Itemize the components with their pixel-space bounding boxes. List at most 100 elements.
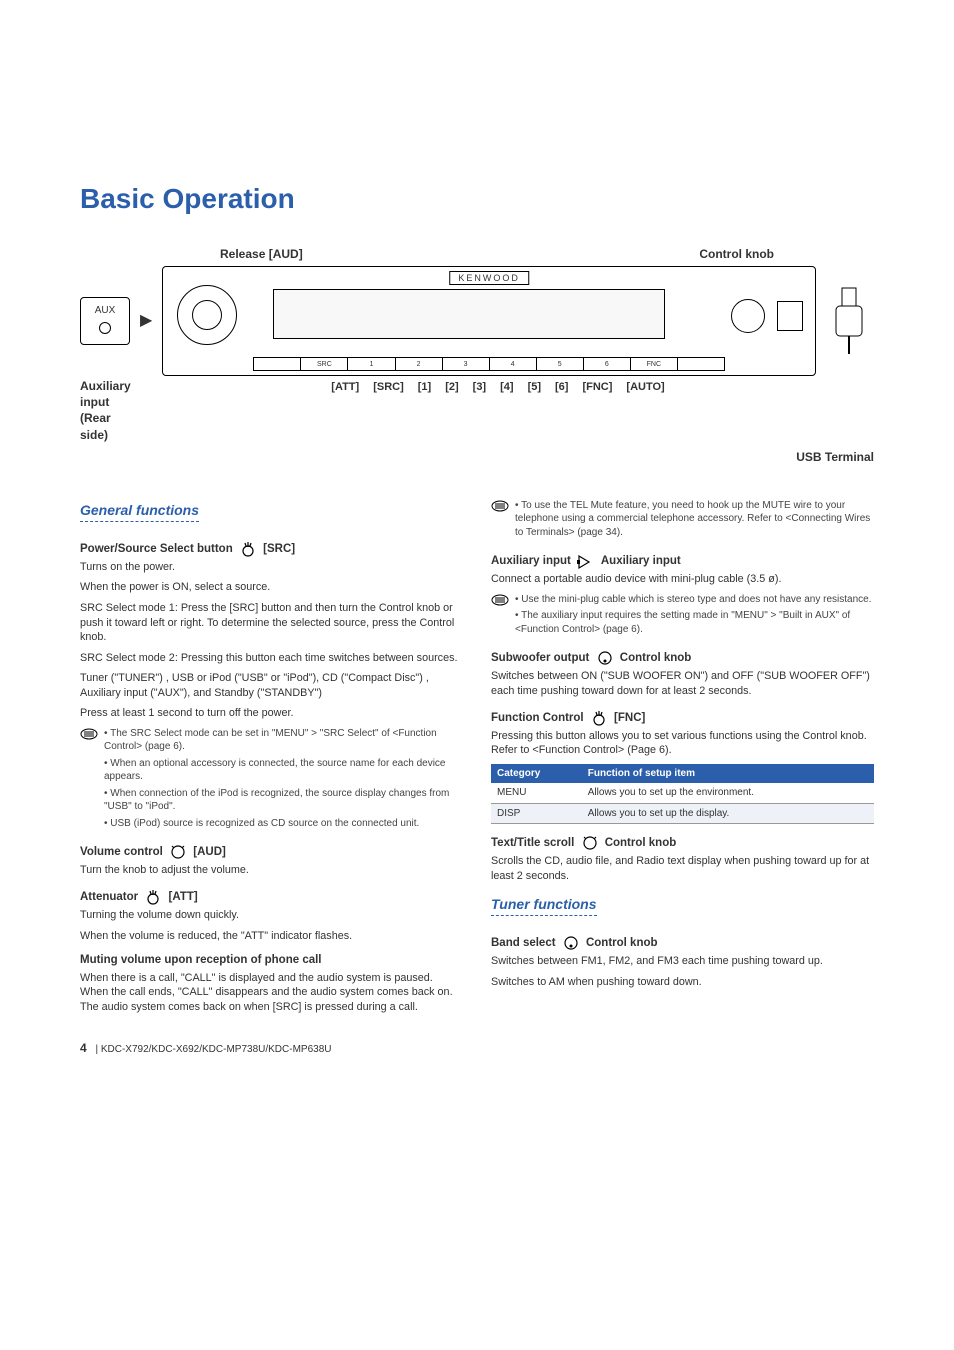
press-icon xyxy=(239,540,257,558)
unit-button: 6 xyxy=(583,357,630,371)
bottom-button-labels: [ATT] [SRC] [1] [2] [3] [4] [5] [6] [FNC] [AUTO] xyxy=(142,380,814,395)
unit-button: 1 xyxy=(347,357,394,371)
button-label: [SRC] xyxy=(373,380,404,395)
push-icon xyxy=(596,649,614,667)
left-column: General functions Power/Source Select bu… xyxy=(80,495,463,1020)
note-item: The auxiliary input requires the setting… xyxy=(515,609,874,636)
th-function: Function of setup item xyxy=(582,764,874,784)
footer: 4 | KDC-X792/KDC-X692/KDC-MP738U/KDC-MP6… xyxy=(80,1040,874,1057)
mute-heading: Muting volume upon reception of phone ca… xyxy=(80,953,463,969)
button-label: [5] xyxy=(528,380,541,395)
p: Switches between ON ("SUB WOOFER ON") an… xyxy=(491,669,874,698)
unit-button xyxy=(677,357,725,371)
p: Switches between FM1, FM2, and FM3 each … xyxy=(491,954,874,969)
button-label: [ATT] xyxy=(331,380,359,395)
setup-table: CategoryFunction of setup item MENUAllow… xyxy=(491,764,874,825)
unit-button: 3 xyxy=(442,357,489,371)
p: Turning the volume down quickly. xyxy=(80,908,463,923)
p: Connect a portable audio device with min… xyxy=(491,572,874,587)
button-label: [6] xyxy=(555,380,568,395)
aux-arrow-icon: ▶ xyxy=(140,310,152,332)
page-title: Basic Operation xyxy=(80,180,874,218)
brand-label: KENWOOD xyxy=(449,271,529,285)
unit-button: 2 xyxy=(395,357,442,371)
aux-input-heading: Auxiliary input Auxiliary input xyxy=(491,552,874,570)
button-label: [2] xyxy=(445,380,458,395)
push-icon xyxy=(562,934,580,952)
button-row: SRC123456FNC xyxy=(253,357,725,371)
device-illustration: Release [AUD] Control knob AUX ▶ KENWOOD… xyxy=(80,246,874,465)
section-general-functions: General functions xyxy=(80,501,199,522)
unit-button: 4 xyxy=(489,357,536,371)
note-icon xyxy=(491,593,509,640)
label-release: Release [AUD] xyxy=(220,246,303,262)
power-source-heading: Power/Source Select button [SRC] xyxy=(80,540,463,558)
table-row: MENUAllows you to set up the environment… xyxy=(491,783,874,803)
aux-box: AUX xyxy=(80,297,130,345)
turn-icon xyxy=(581,834,599,852)
p: When the volume is reduced, the "ATT" in… xyxy=(80,929,463,944)
attenuator-heading: Attenuator [ATT] xyxy=(80,888,463,906)
press-icon xyxy=(590,709,608,727)
control-knob-icon xyxy=(731,299,765,333)
note-icon xyxy=(491,499,509,543)
p: Press at least 1 second to turn off the … xyxy=(80,706,463,721)
volume-knob-icon xyxy=(177,285,237,345)
label-control-knob: Control knob xyxy=(699,246,774,262)
usb-slot-icon xyxy=(777,301,803,331)
usb-terminal-label: USB Terminal xyxy=(80,449,874,465)
note-item: Use the mini-plug cable which is stereo … xyxy=(515,593,874,607)
note-icon xyxy=(80,727,98,834)
aux-jack-icon xyxy=(99,322,111,334)
p: Switches to AM when pushing toward down. xyxy=(491,975,874,990)
aux-box-label: AUX xyxy=(95,305,116,316)
note-item: To use the TEL Mute feature, you need to… xyxy=(515,499,874,540)
display-panel xyxy=(273,289,665,339)
model-list: KDC-X792/KDC-X692/KDC-MP738U/KDC-MP638U xyxy=(101,1044,332,1055)
p: Scrolls the CD, audio file, and Radio te… xyxy=(491,854,874,883)
page-number: 4 xyxy=(80,1041,87,1055)
p: Turn the knob to adjust the volume. xyxy=(80,863,463,878)
unit-button: SRC xyxy=(300,357,347,371)
p: SRC Select mode 1: Press the [SRC] butto… xyxy=(80,601,463,645)
head-unit: KENWOOD SRC123456FNC xyxy=(162,266,816,376)
note-block: To use the TEL Mute feature, you need to… xyxy=(491,499,874,543)
button-label: [4] xyxy=(500,380,513,395)
th-category: Category xyxy=(491,764,582,784)
rear-side-label: (Rear side) xyxy=(80,410,142,442)
note-item: USB (iPod) source is recognized as CD so… xyxy=(104,817,463,831)
aux-input-label: Auxiliary input xyxy=(80,378,142,410)
plug-icon xyxy=(577,552,595,570)
scroll-heading: Text/Title scroll Control knob xyxy=(491,834,874,852)
p: When the power is ON, select a source. xyxy=(80,580,463,595)
unit-button xyxy=(253,357,300,371)
p: Pressing this button allows you to set v… xyxy=(491,729,874,758)
volume-heading: Volume control [AUD] xyxy=(80,843,463,861)
p: Turns on the power. xyxy=(80,560,463,575)
usb-plug-icon xyxy=(824,286,874,356)
button-label: [AUTO] xyxy=(626,380,664,395)
p: Tuner ("TUNER") , USB or iPod ("USB" or … xyxy=(80,671,463,700)
note-block: The SRC Select mode can be set in "MENU"… xyxy=(80,727,463,834)
cell-function: Allows you to set up the environment. xyxy=(582,783,874,803)
p: When there is a call, "CALL" is displaye… xyxy=(80,971,463,1015)
note-block: Use the mini-plug cable which is stereo … xyxy=(491,593,874,640)
table-row: DISPAllows you to set up the display. xyxy=(491,803,874,824)
subwoofer-heading: Subwoofer output Control knob xyxy=(491,649,874,667)
band-select-heading: Band select Control knob xyxy=(491,934,874,952)
cell-category: DISP xyxy=(491,803,582,824)
function-control-heading: Function Control [FNC] xyxy=(491,709,874,727)
cell-function: Allows you to set up the display. xyxy=(582,803,874,824)
press-icon xyxy=(144,888,162,906)
button-label: [FNC] xyxy=(582,380,612,395)
section-tuner-functions: Tuner functions xyxy=(491,895,597,916)
note-item: When connection of the iPod is recognize… xyxy=(104,787,463,814)
button-label: [3] xyxy=(473,380,486,395)
p: SRC Select mode 2: Pressing this button … xyxy=(80,651,463,666)
cell-category: MENU xyxy=(491,783,582,803)
unit-button: 5 xyxy=(536,357,583,371)
note-item: When an optional accessory is connected,… xyxy=(104,757,463,784)
note-item: The SRC Select mode can be set in "MENU"… xyxy=(104,727,463,754)
turn-icon xyxy=(169,843,187,861)
button-label: [1] xyxy=(418,380,431,395)
